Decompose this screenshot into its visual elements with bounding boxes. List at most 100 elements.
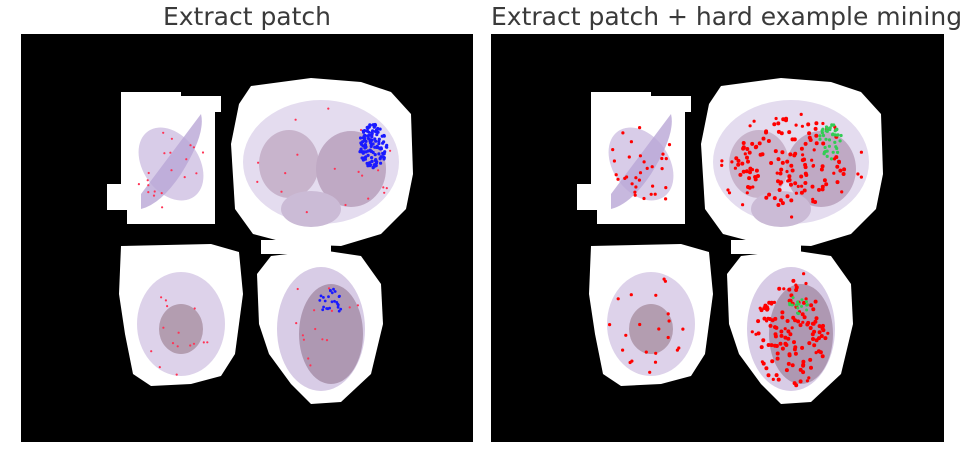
red-point xyxy=(741,145,746,150)
red-point xyxy=(776,157,781,162)
red-point xyxy=(810,332,815,337)
red-point xyxy=(745,147,750,151)
red-point xyxy=(761,136,766,141)
blue-point xyxy=(383,150,387,154)
red-point xyxy=(791,315,796,320)
red-point xyxy=(612,159,616,163)
red-point xyxy=(803,162,808,167)
red-point xyxy=(786,361,791,366)
red-point xyxy=(771,377,775,381)
red-point xyxy=(633,193,637,197)
green-point xyxy=(818,137,822,141)
red-point xyxy=(738,172,743,177)
red-point xyxy=(357,170,360,173)
red-point xyxy=(802,315,807,320)
red-point xyxy=(163,152,166,155)
blue-point xyxy=(366,153,370,157)
blue-point xyxy=(368,148,372,152)
blue-point xyxy=(358,136,363,140)
red-point xyxy=(775,356,780,361)
red-point xyxy=(780,315,785,320)
red-point xyxy=(681,327,685,331)
red-point xyxy=(608,323,612,327)
blue-point xyxy=(333,299,336,303)
red-point xyxy=(757,141,762,146)
red-point xyxy=(798,379,803,384)
red-point xyxy=(772,196,777,201)
red-point xyxy=(840,190,844,194)
red-point xyxy=(787,287,792,292)
blue-point xyxy=(382,134,386,138)
blue-point xyxy=(374,139,378,143)
red-point xyxy=(777,286,782,291)
blue-point xyxy=(361,129,365,133)
red-point xyxy=(790,168,795,173)
red-point xyxy=(768,323,773,328)
blue-point xyxy=(361,136,365,140)
red-point xyxy=(790,137,795,142)
red-point xyxy=(820,326,825,331)
red-point xyxy=(769,161,774,165)
red-point xyxy=(802,188,807,193)
red-point xyxy=(192,146,195,149)
red-point xyxy=(793,351,798,356)
blue-point xyxy=(337,309,341,313)
blue-point xyxy=(338,294,341,298)
blue-point xyxy=(333,290,337,293)
left-panel-title: Extract patch xyxy=(162,2,332,31)
red-point xyxy=(147,184,150,187)
red-point xyxy=(751,185,755,189)
blue-point xyxy=(366,134,370,138)
red-point xyxy=(189,344,192,347)
left-image-panel xyxy=(21,34,473,442)
red-point xyxy=(296,153,299,156)
red-point xyxy=(775,171,779,175)
red-point xyxy=(842,167,847,172)
blue-point xyxy=(370,138,374,142)
red-point xyxy=(776,203,781,207)
red-point xyxy=(813,299,818,304)
red-point xyxy=(792,381,797,386)
red-point xyxy=(794,285,799,290)
red-point xyxy=(805,322,810,327)
red-point xyxy=(623,176,627,180)
red-point xyxy=(856,172,860,176)
red-point xyxy=(784,116,789,121)
red-point xyxy=(307,357,310,360)
red-point xyxy=(750,141,755,146)
left-slide-image xyxy=(107,78,413,404)
red-point xyxy=(764,129,769,134)
red-point xyxy=(630,182,634,186)
red-point xyxy=(808,326,813,330)
red-point xyxy=(741,203,745,207)
red-point xyxy=(806,122,811,127)
blue-point xyxy=(362,139,366,143)
red-point xyxy=(800,184,804,188)
red-point xyxy=(344,203,347,207)
red-point xyxy=(779,131,784,136)
red-point xyxy=(799,146,804,151)
red-point xyxy=(823,336,828,341)
red-point xyxy=(660,156,664,161)
blue-point xyxy=(382,156,386,160)
blue-point xyxy=(332,287,335,291)
red-point xyxy=(774,325,779,330)
red-point xyxy=(769,343,774,348)
green-point xyxy=(831,133,835,137)
red-point xyxy=(838,168,843,173)
red-point xyxy=(667,143,672,147)
blue-point xyxy=(377,152,381,156)
red-point xyxy=(799,174,804,179)
red-point xyxy=(720,163,724,167)
red-point xyxy=(787,130,792,135)
red-point xyxy=(727,191,732,195)
red-point xyxy=(807,135,812,140)
blue-point xyxy=(366,164,370,168)
red-point xyxy=(773,334,778,339)
red-point xyxy=(754,168,759,173)
red-point xyxy=(321,338,324,341)
red-point xyxy=(295,322,298,325)
red-point xyxy=(161,206,164,209)
red-point xyxy=(794,191,798,195)
red-point xyxy=(810,158,814,162)
